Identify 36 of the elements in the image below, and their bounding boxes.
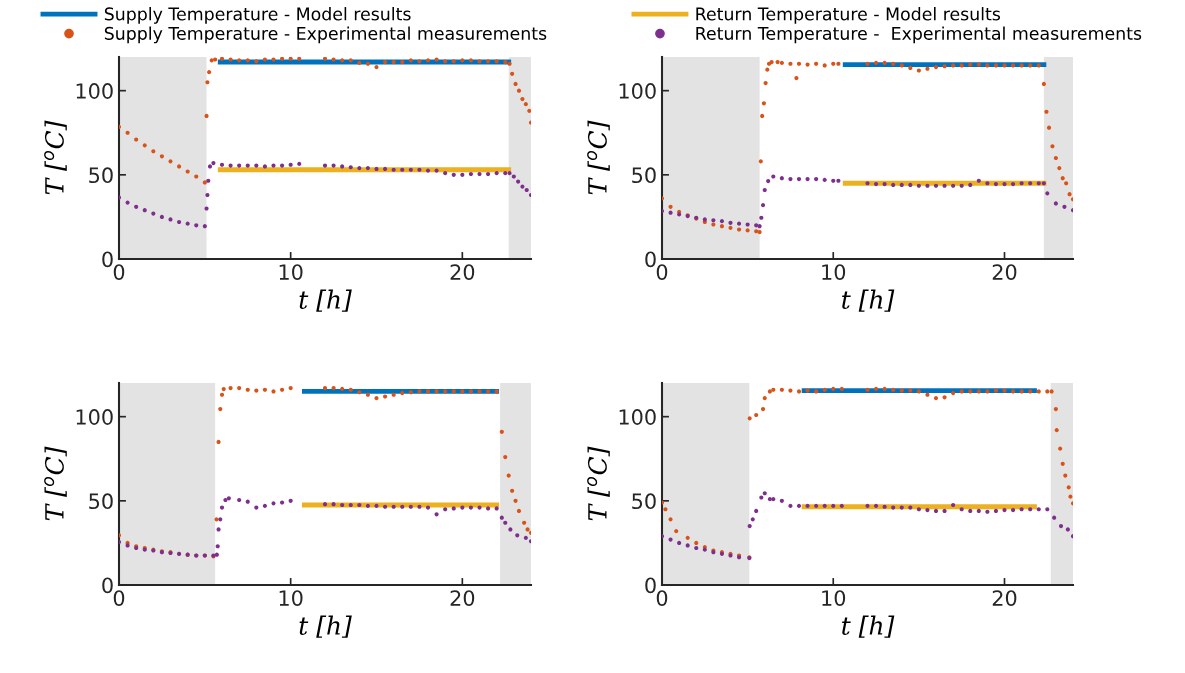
x-axis-title: t [h]	[299, 615, 352, 638]
x-axis-title: t [h]	[842, 289, 895, 312]
x-tick-label: 10	[822, 264, 846, 280]
y-tick-label: 0	[645, 577, 656, 594]
y-tick-label: 100	[76, 409, 113, 425]
y-axis-title: T [$^{o}$C]	[587, 446, 610, 521]
y-tick-label: 100	[619, 409, 656, 425]
x-tick-label: 10	[279, 264, 303, 280]
x-tick-label: 20	[992, 590, 1017, 606]
y-tick-label: 50	[89, 167, 113, 184]
y-tick-label: 50	[89, 493, 113, 510]
y-tick-label: 0	[102, 577, 113, 594]
x-axis-title: t [h]	[299, 289, 352, 312]
y-tick-label: 50	[632, 493, 656, 510]
x-axis-title: t [h]	[842, 615, 895, 638]
x-tick-label: 0	[656, 264, 668, 280]
legend-label: Return Temperature - Experimental measurements	[696, 26, 1142, 44]
y-tick-label: 100	[76, 83, 113, 99]
x-tick-label: 0	[656, 590, 668, 606]
legend-label: Return Temperature - Model results	[696, 7, 1001, 24]
y-tick-label: 0	[102, 251, 113, 268]
legend-label: Supply Temperature - Experimental measurements	[104, 26, 547, 44]
y-tick-label: 100	[619, 83, 656, 99]
x-tick-label: 20	[992, 264, 1017, 280]
x-tick-label: 10	[279, 590, 303, 606]
x-tick-label: 0	[113, 590, 125, 606]
y-axis-title: T [$^{o}$C]	[44, 446, 67, 521]
x-tick-label: 0	[113, 264, 125, 280]
y-axis-title: T [$^{o}$C]	[44, 120, 67, 195]
x-tick-label: 10	[822, 590, 846, 606]
y-tick-label: 0	[645, 251, 656, 268]
y-tick-label: 50	[632, 167, 656, 184]
legend-label: Supply Temperature - Model results	[104, 7, 411, 24]
x-tick-label: 20	[450, 264, 475, 280]
y-axis-title: T [$^{o}$C]	[587, 120, 610, 195]
x-tick-label: 20	[450, 590, 475, 606]
